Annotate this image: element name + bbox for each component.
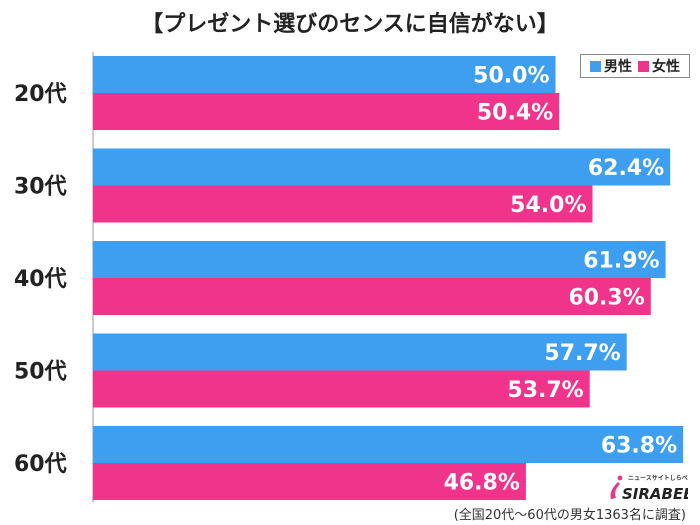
svg-text:SIRABEE: SIRABEE xyxy=(622,485,688,502)
data-label-male: 57.7% xyxy=(544,341,620,366)
legend-swatch-female xyxy=(638,60,649,72)
data-label-male: 63.8% xyxy=(601,434,677,459)
legend-label-male: 男性 xyxy=(604,59,632,75)
legend-item-male: 男性 xyxy=(590,56,632,76)
bar-female xyxy=(93,93,560,130)
data-label-female: 50.4% xyxy=(477,101,553,126)
category-label: 30代 xyxy=(14,175,67,200)
bar-male xyxy=(93,333,627,371)
bar-male xyxy=(93,56,556,93)
sirabee-logo: ニュースサイトしらべぇ SIRABEE xyxy=(608,472,688,502)
category-label: 20代 xyxy=(14,82,67,107)
bar-female xyxy=(93,370,590,408)
legend: 男性 女性 xyxy=(580,54,690,78)
bar-female xyxy=(93,185,593,223)
data-label-female: 60.3% xyxy=(568,286,644,311)
bar-male xyxy=(93,148,671,186)
category-label: 40代 xyxy=(14,267,67,292)
data-label-female: 54.0% xyxy=(510,193,586,218)
chart-title: 【プレゼント選びのセンスに自信がない】 xyxy=(141,12,559,37)
bar-female xyxy=(93,278,651,315)
data-label-male: 61.9% xyxy=(583,249,659,274)
bar-male xyxy=(93,241,666,278)
data-label-male: 50.0% xyxy=(473,64,549,89)
data-label-female: 53.7% xyxy=(507,378,583,403)
category-label: 60代 xyxy=(14,452,67,477)
data-label-female: 46.8% xyxy=(444,471,520,496)
data-label-male: 62.4% xyxy=(588,156,664,181)
legend-label-female: 女性 xyxy=(652,59,680,75)
category-label: 50代 xyxy=(14,360,67,385)
bar-female xyxy=(93,463,526,500)
legend-swatch-male xyxy=(590,60,601,72)
footnote: (全国20代〜60代の男女1363名に調査) xyxy=(453,508,686,523)
legend-item-female: 女性 xyxy=(638,56,680,76)
bar-male xyxy=(93,426,684,463)
svg-text:ニュースサイトしらべぇ: ニュースサイトしらべぇ xyxy=(628,475,688,482)
